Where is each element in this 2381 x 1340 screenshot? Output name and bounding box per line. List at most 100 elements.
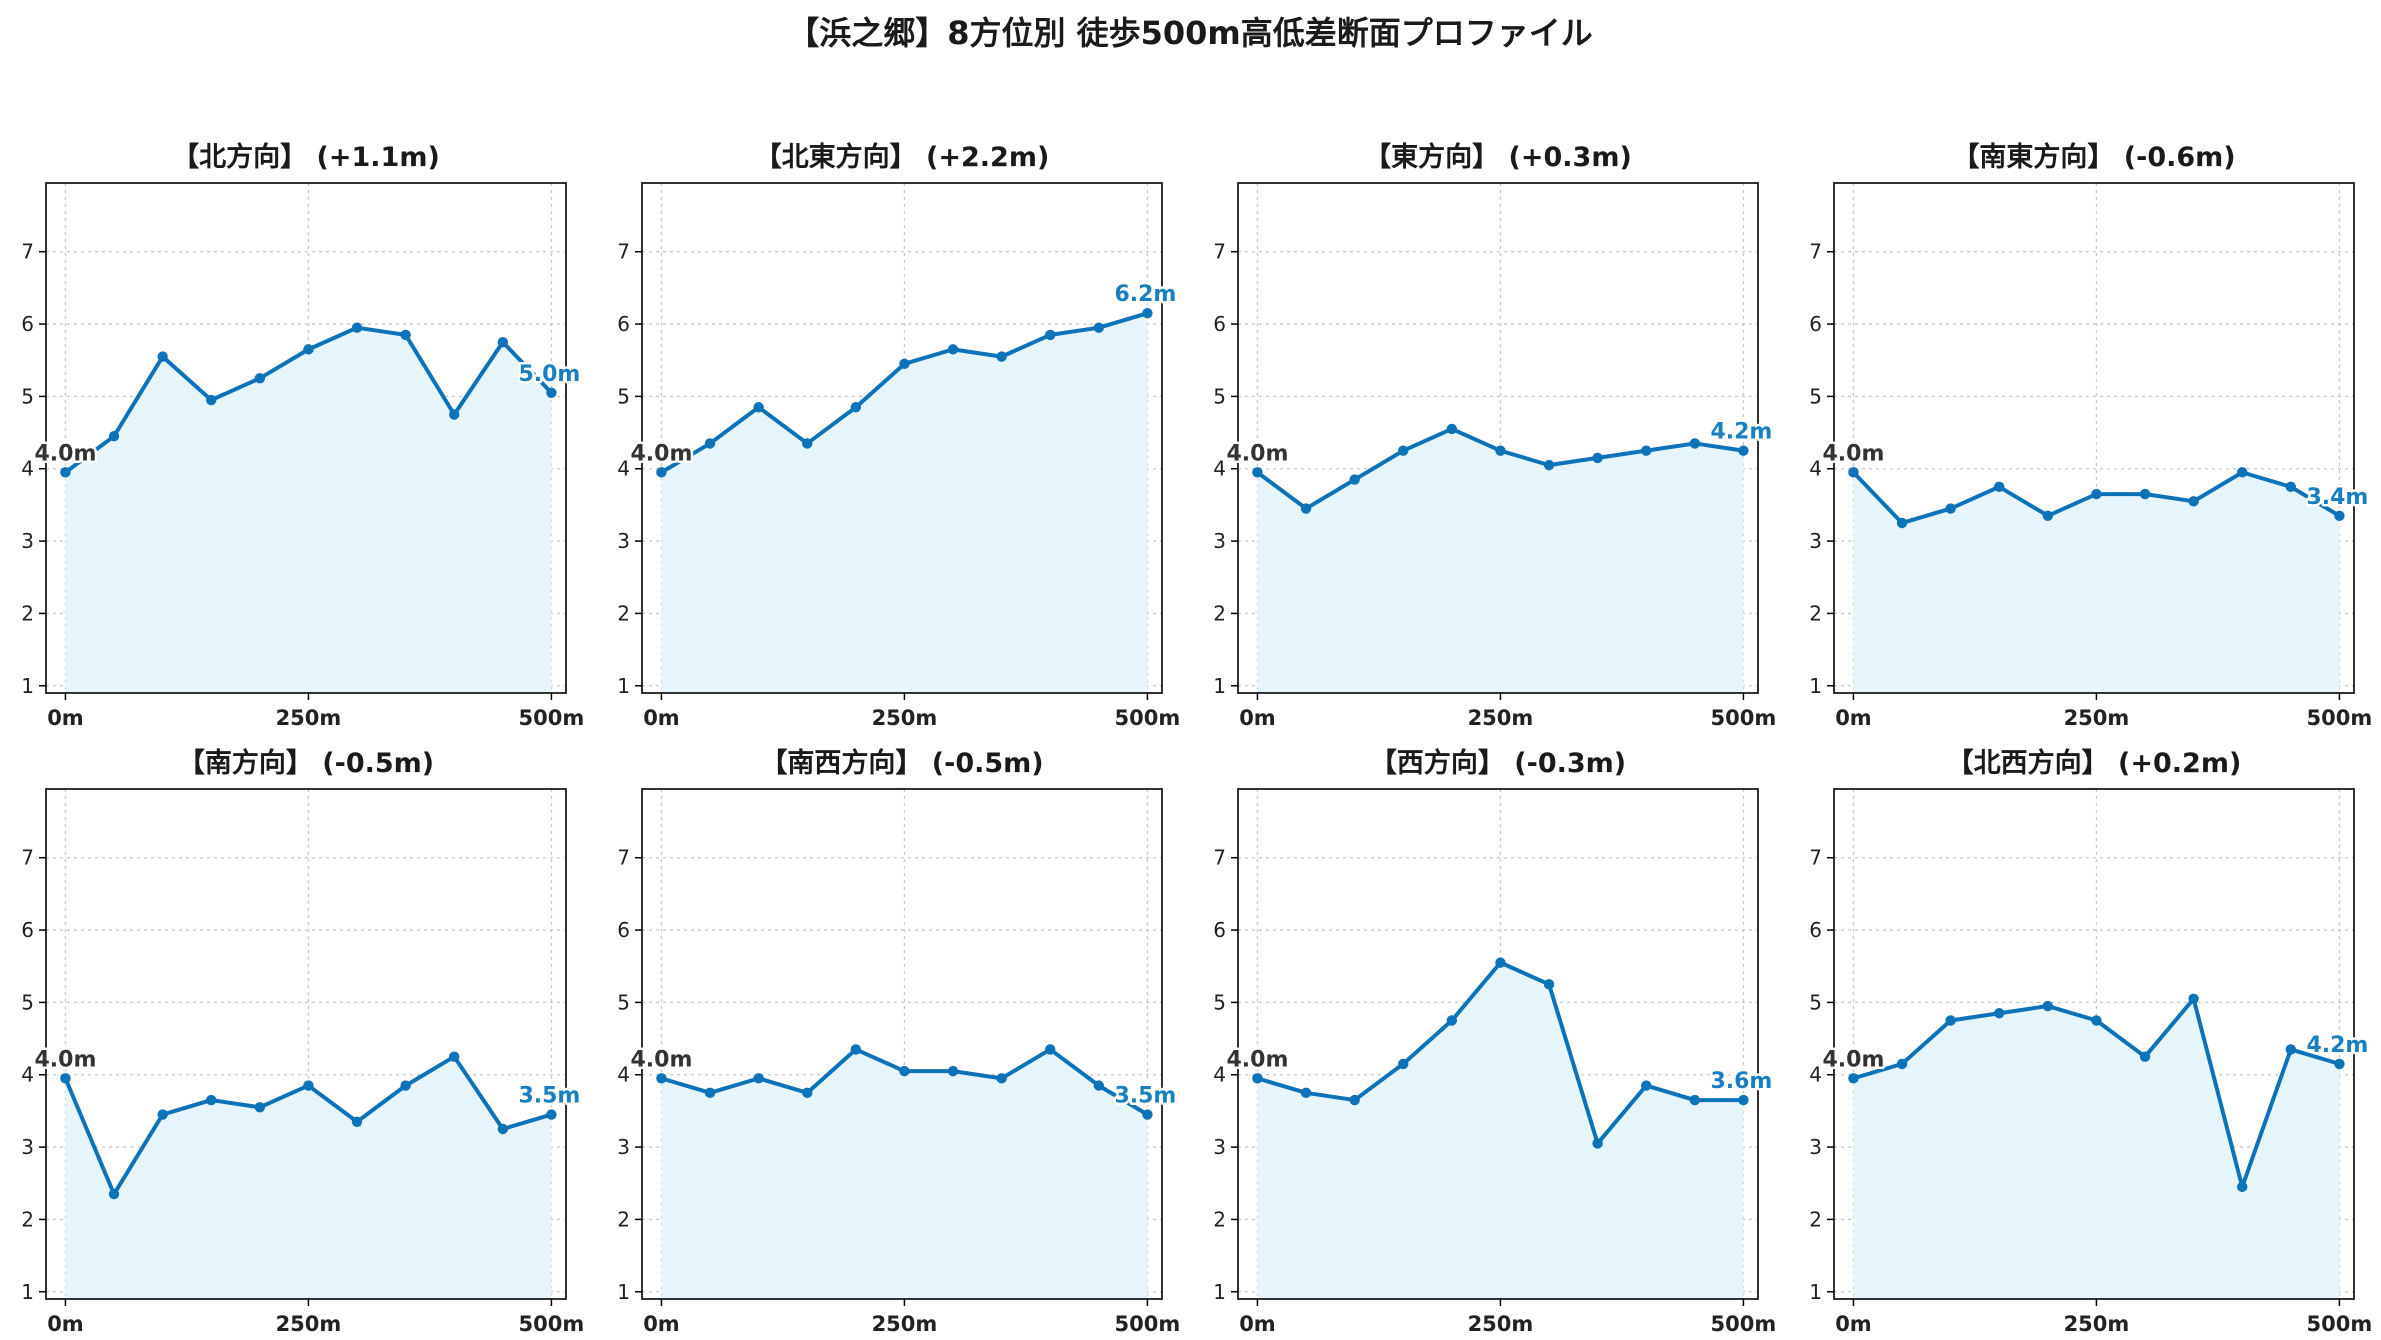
data-point bbox=[60, 1073, 71, 1084]
data-point bbox=[850, 1044, 862, 1055]
data-point bbox=[1142, 308, 1153, 319]
data-point bbox=[1495, 957, 1506, 968]
data-point bbox=[996, 1073, 1007, 1084]
panel-3: 【東方向】 (+0.3m) 1 2 3 4 5 6 7 0m 250m 500m 4.0m 4.2m bbox=[1213, 141, 1776, 730]
panel-2: 【北東方向】 (+2.2m) 1 2 3 4 5 6 7 0m 250m 500m 4.0m 6.2m bbox=[617, 141, 1180, 730]
x-tick-label: 250m bbox=[872, 1312, 938, 1336]
y-tick-label: 1 bbox=[1809, 674, 1822, 698]
data-point bbox=[947, 1065, 959, 1077]
plot-frame bbox=[1833, 182, 2355, 694]
data-point bbox=[108, 1188, 120, 1200]
y-tick-label: 7 bbox=[21, 846, 34, 870]
data-point bbox=[850, 402, 862, 413]
y-tick-label: 7 bbox=[21, 240, 34, 264]
data-point bbox=[753, 1073, 764, 1084]
y-tick-label: 3 bbox=[1809, 1135, 1822, 1159]
y-tick-label: 3 bbox=[1213, 529, 1226, 553]
data-point bbox=[2091, 488, 2102, 500]
y-tick-label: 2 bbox=[1809, 601, 1822, 625]
plot-frame bbox=[1237, 182, 1759, 694]
y-tick-label: 7 bbox=[1213, 240, 1226, 264]
x-tick-label: 0m bbox=[1835, 706, 1872, 730]
x-tick-label: 250m bbox=[276, 1312, 342, 1336]
panel-title: 【西方向】 (-0.3m) bbox=[1370, 747, 1626, 779]
area-fill bbox=[65, 327, 552, 693]
data-point bbox=[157, 351, 168, 362]
panel-7: 【西方向】 (-0.3m) 1 2 3 4 5 6 7 0m 250m 500m 4.0m 3.6m bbox=[1213, 747, 1776, 1336]
data-point bbox=[1592, 1138, 1603, 1149]
data-point bbox=[60, 467, 71, 478]
y-tick-label: 5 bbox=[617, 384, 630, 408]
y-tick-label: 6 bbox=[21, 312, 34, 336]
data-point bbox=[1398, 1058, 1409, 1070]
data-point bbox=[1641, 445, 1652, 456]
data-point bbox=[1398, 445, 1409, 456]
y-tick-label: 1 bbox=[1213, 1280, 1226, 1304]
y-tick-label: 6 bbox=[1809, 312, 1822, 336]
x-tick-label: 500m bbox=[2307, 1312, 2373, 1336]
figure-title: 【浜之郷】8方位別 徒歩500m高低差断面プロファイル bbox=[787, 14, 1593, 52]
x-tick-label: 250m bbox=[2064, 706, 2130, 730]
y-tick-label: 4 bbox=[21, 1063, 34, 1087]
end-elevation-label: 5.0m bbox=[518, 362, 580, 387]
plot-frame bbox=[641, 788, 1163, 1300]
data-point bbox=[1689, 438, 1701, 449]
start-elevation-label: 4.0m bbox=[1822, 1047, 1884, 1072]
end-elevation-label: 4.2m bbox=[2306, 1033, 2368, 1058]
panel-title: 【北西方向】 (+0.2m) bbox=[1947, 747, 2242, 779]
data-point bbox=[1945, 503, 1956, 514]
data-point bbox=[996, 351, 1007, 362]
start-elevation-label: 4.0m bbox=[34, 441, 96, 466]
y-tick-label: 2 bbox=[1809, 1207, 1822, 1231]
data-point bbox=[351, 322, 363, 333]
y-tick-label: 7 bbox=[1809, 846, 1822, 870]
panel-6: 【南西方向】 (-0.5m) 1 2 3 4 5 6 7 0m 250m 500m 4.0m 3.5m bbox=[617, 747, 1180, 1336]
data-point bbox=[2139, 488, 2151, 500]
data-point bbox=[2237, 1181, 2248, 1193]
data-point bbox=[351, 1116, 363, 1127]
area-fill bbox=[1257, 428, 1744, 693]
data-point bbox=[206, 394, 217, 406]
y-tick-label: 5 bbox=[1809, 990, 1822, 1014]
y-tick-label: 6 bbox=[617, 918, 630, 942]
x-tick-label: 500m bbox=[2307, 706, 2373, 730]
data-point bbox=[1848, 1073, 1859, 1084]
start-elevation-label: 4.0m bbox=[630, 1047, 692, 1072]
x-tick-label: 500m bbox=[519, 1312, 585, 1336]
x-tick-label: 0m bbox=[47, 706, 84, 730]
x-tick-label: 0m bbox=[643, 706, 680, 730]
data-point bbox=[2091, 1015, 2102, 1026]
y-tick-label: 5 bbox=[21, 990, 34, 1014]
y-tick-label: 5 bbox=[1213, 384, 1226, 408]
y-tick-label: 6 bbox=[617, 312, 630, 336]
x-tick-label: 0m bbox=[643, 1312, 680, 1336]
panel-5: 【南方向】 (-0.5m) 1 2 3 4 5 6 7 0m 250m 500m 4.0m 3.5m bbox=[21, 747, 584, 1336]
data-point bbox=[802, 1087, 813, 1099]
data-point bbox=[449, 1051, 460, 1062]
area-fill bbox=[1853, 998, 2340, 1299]
data-point bbox=[656, 467, 667, 478]
y-tick-label: 2 bbox=[617, 1207, 630, 1231]
y-tick-label: 4 bbox=[1809, 457, 1822, 481]
data-point bbox=[1994, 481, 2005, 493]
data-point bbox=[1543, 459, 1555, 471]
area-fill bbox=[1257, 962, 1744, 1299]
y-tick-label: 5 bbox=[1213, 990, 1226, 1014]
data-point bbox=[2334, 510, 2345, 521]
data-point bbox=[2237, 467, 2248, 478]
y-tick-label: 5 bbox=[21, 384, 34, 408]
end-elevation-label: 3.5m bbox=[1114, 1084, 1176, 1109]
x-tick-label: 500m bbox=[1115, 706, 1181, 730]
panel-title: 【南方向】 (-0.5m) bbox=[178, 747, 434, 779]
y-tick-label: 2 bbox=[1213, 1207, 1226, 1231]
data-point bbox=[497, 336, 509, 348]
y-tick-label: 4 bbox=[1809, 1063, 1822, 1087]
data-point bbox=[1300, 503, 1312, 514]
end-elevation-label: 4.2m bbox=[1710, 420, 1772, 445]
y-tick-label: 2 bbox=[617, 601, 630, 625]
y-tick-label: 3 bbox=[21, 529, 34, 553]
y-tick-label: 1 bbox=[1213, 674, 1226, 698]
data-point bbox=[303, 1080, 314, 1091]
data-point bbox=[303, 344, 314, 355]
